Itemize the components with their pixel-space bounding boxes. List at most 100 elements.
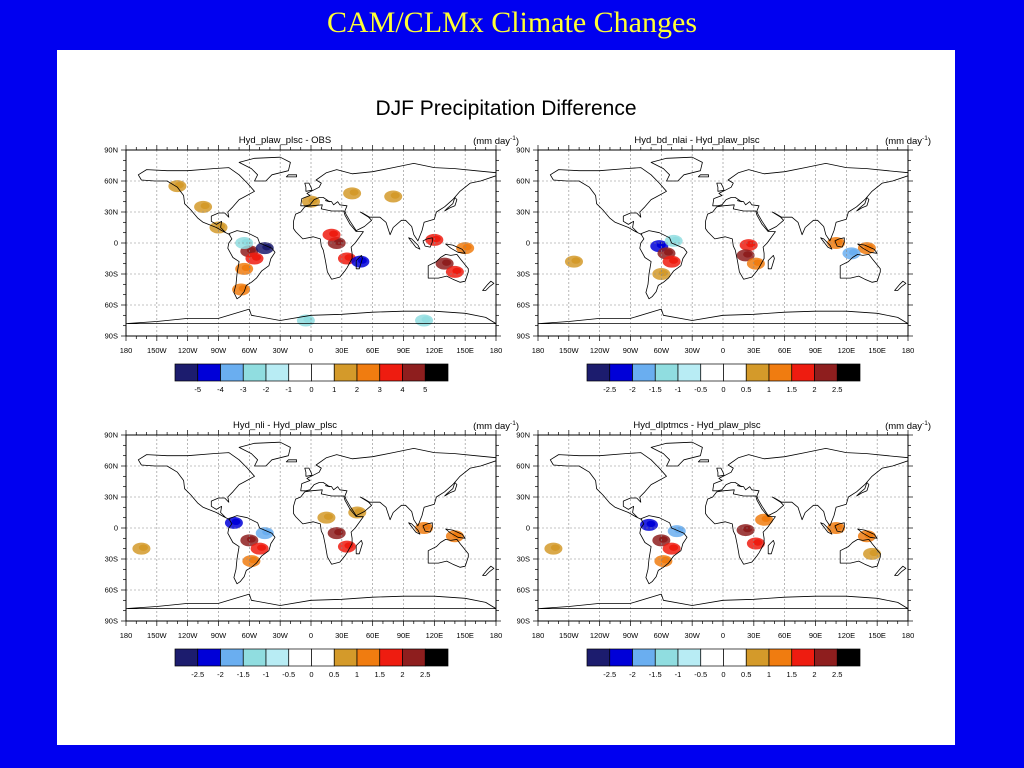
lon-label: 150W <box>147 346 168 355</box>
coastline-uk <box>304 467 313 477</box>
colorbar-swatch <box>288 363 312 382</box>
colorbar-swatch <box>242 363 267 382</box>
lon-label: 0 <box>309 631 313 640</box>
anomaly-core <box>357 257 367 264</box>
lat-label: 60N <box>516 462 530 471</box>
coastline-borneo <box>422 522 433 533</box>
lon-label: 60W <box>654 346 670 355</box>
lon-label: 90E <box>397 631 410 640</box>
coastline-australia <box>839 539 881 568</box>
colorbar-swatch <box>311 363 335 382</box>
lat-label: 30N <box>516 208 530 217</box>
colorbar-swatch <box>791 648 815 667</box>
lat-label: 30S <box>517 555 530 564</box>
anomaly-core <box>344 542 354 549</box>
colorbar-swatch <box>700 363 724 382</box>
anomaly-core <box>241 238 251 246</box>
lat-label: 60N <box>104 462 118 471</box>
coastline-uk <box>716 182 725 192</box>
anomaly-core <box>344 254 354 261</box>
lon-label: 60E <box>366 631 379 640</box>
anomaly-core <box>251 254 261 261</box>
lon-label: 90W <box>623 631 639 640</box>
lon-label: 30E <box>747 346 760 355</box>
lat-label: 0 <box>114 524 118 533</box>
units-label: (mm day-1) <box>885 420 931 433</box>
colorbar-swatch <box>197 363 221 382</box>
lon-label: 180 <box>532 631 545 640</box>
coastline-south-america <box>639 515 688 585</box>
colorbar-swatch <box>265 363 290 382</box>
colorbar-label: -4 <box>217 385 224 394</box>
colorbar-swatch <box>654 648 679 667</box>
lon-label: 90E <box>809 631 822 640</box>
coastline-sumatra <box>408 522 421 535</box>
colorbar-swatch <box>677 363 702 382</box>
anomaly-core <box>138 544 148 551</box>
lon-label: 120W <box>178 631 199 640</box>
colorbar-label: 0.5 <box>741 670 751 679</box>
coastline-antarctica <box>126 308 496 324</box>
colorbar-label: 1.5 <box>375 670 385 679</box>
anomaly-core <box>658 269 668 277</box>
colorbar-label: -1.5 <box>237 670 250 679</box>
coastline-north-america <box>137 167 255 236</box>
coastline-north-america <box>137 452 255 521</box>
colorbar-label: -2 <box>629 385 636 394</box>
lon-label: 150W <box>559 346 580 355</box>
anomaly-core <box>669 257 679 264</box>
colorbar-label: -2 <box>629 670 636 679</box>
lon-label: 180 <box>120 346 133 355</box>
coastline-new-zealand <box>894 280 907 291</box>
lon-label: 90W <box>211 346 227 355</box>
lat-label: 90S <box>105 332 118 341</box>
colorbar-swatch <box>220 363 244 382</box>
anomaly-core <box>349 189 359 196</box>
colorbar-label: 0.5 <box>741 385 751 394</box>
figure-title: DJF Precipitation Difference <box>375 97 637 120</box>
anomaly-core <box>334 238 344 246</box>
coastline-north-america <box>549 452 667 521</box>
units-label: (mm day-1) <box>885 135 931 148</box>
colorbar-swatch <box>677 648 702 667</box>
figure-canvas: DJF Precipitation Difference Hyd_plaw_pl… <box>57 50 955 745</box>
coastline-new-guinea <box>857 528 878 539</box>
colorbar-swatch <box>379 363 403 382</box>
coastline-africa <box>293 489 364 565</box>
coastline-new-guinea <box>445 528 466 539</box>
lon-label: 90E <box>809 346 822 355</box>
colorbar-label: 2 <box>812 385 816 394</box>
colorbar-swatch <box>333 363 358 382</box>
lon-label: 150W <box>147 631 168 640</box>
lon-label: 180 <box>490 346 503 355</box>
lat-label: 60S <box>517 301 530 310</box>
anomaly-core <box>174 181 184 189</box>
lon-label: 0 <box>721 346 725 355</box>
colorbar-label: 2.5 <box>420 670 430 679</box>
lat-label: 90N <box>516 431 530 440</box>
colorbar-swatch <box>379 648 403 667</box>
coastline-eurasia <box>712 163 908 242</box>
anomaly-core <box>262 528 272 536</box>
coastline-sumatra <box>820 522 833 535</box>
anomaly-core <box>753 539 763 546</box>
coastline-africa <box>705 204 776 280</box>
colorbar-label: 0 <box>721 670 725 679</box>
anomaly-core <box>323 513 333 520</box>
anomaly-core <box>663 249 673 256</box>
lon-label: 120W <box>178 346 199 355</box>
colorbar-swatch <box>700 648 724 667</box>
lon-label: 30W <box>684 631 700 640</box>
anomaly-core <box>550 544 560 551</box>
anomaly-core <box>746 240 756 248</box>
colorbar-swatch <box>632 648 656 667</box>
coastline-iceland <box>285 174 297 178</box>
anomaly-core <box>329 230 339 237</box>
colorbar-label: 1 <box>767 670 771 679</box>
coastline-madagascar <box>355 540 363 555</box>
anomaly-core <box>390 192 400 199</box>
anomaly-core <box>571 257 581 264</box>
colorbar-swatch <box>424 648 449 667</box>
colorbar-label: -2.5 <box>603 670 616 679</box>
